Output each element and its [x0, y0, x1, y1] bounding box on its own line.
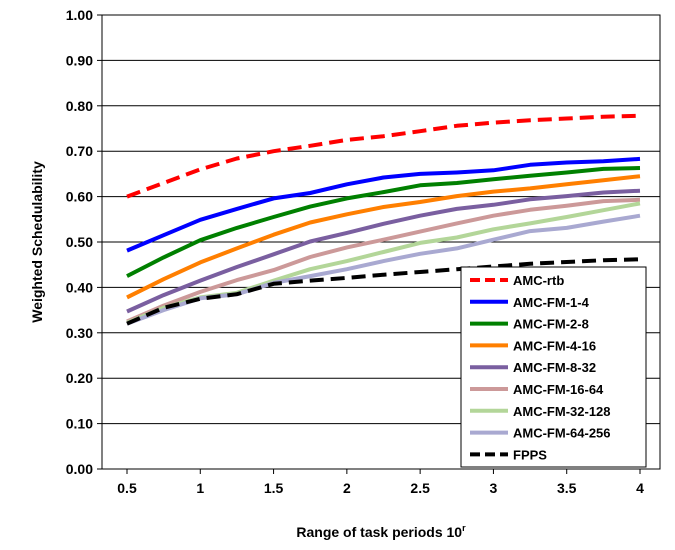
x-tick-label: 3 — [490, 480, 498, 496]
y-tick-label: 0.70 — [66, 143, 93, 159]
y-axis-label: Weighted Schedulability — [29, 161, 45, 323]
y-tick-label: 0.20 — [66, 370, 93, 386]
legend-label: AMC-FM-8-32 — [513, 360, 596, 375]
y-tick-label: 0.00 — [66, 461, 93, 477]
y-tick-label: 0.90 — [66, 52, 93, 68]
y-tick-label: 0.30 — [66, 325, 93, 341]
y-tick-label: 0.80 — [66, 98, 93, 114]
y-tick-label: 1.00 — [66, 7, 93, 23]
series-lines — [126, 113, 641, 326]
series-line-amc-fm-8-32 — [126, 188, 641, 314]
series-line-amc-fm-1-4 — [126, 156, 641, 253]
x-axis-label-main: Range of task periods 10 — [296, 524, 462, 540]
legend-label: AMC-FM-2-8 — [513, 317, 589, 332]
legend-label: FPPS — [513, 447, 547, 462]
series-line-amc-fm-2-8 — [126, 166, 641, 278]
y-tick-label: 0.40 — [66, 279, 93, 295]
legend-label: AMC-FM-4-16 — [513, 338, 596, 353]
series-line-amc-rtb — [126, 113, 641, 199]
legend-label: AMC-FM-64-256 — [513, 426, 611, 441]
x-tick-label: 2.5 — [410, 480, 430, 496]
x-tick-label: 2 — [343, 480, 351, 496]
x-tick-label: 4 — [636, 480, 644, 496]
x-axis-ticks: 0.5 1 1.5 2 2.5 3 3.5 4 — [117, 469, 644, 496]
legend-label: AMC-FM-1-4 — [513, 295, 590, 310]
x-tick-label: 1.5 — [264, 480, 284, 496]
y-tick-label: 0.60 — [66, 189, 93, 205]
x-tick-label: 1 — [196, 480, 204, 496]
x-axis-label: Range of task periods 10r — [296, 523, 466, 540]
x-tick-label: 3.5 — [557, 480, 577, 496]
legend-label: AMC-FM-16-64 — [513, 382, 604, 397]
series-line-amc-fm-16-64 — [126, 197, 641, 324]
x-tick-label: 0.5 — [117, 480, 137, 496]
series-line-amc-fm-4-16 — [126, 174, 641, 300]
legend-label: AMC-FM-32-128 — [513, 404, 611, 419]
y-tick-label: 0.10 — [66, 416, 93, 432]
legend: AMC-rtb AMC-FM-1-4 AMC-FM-2-8 AMC-FM-4-16 AM… — [460, 266, 647, 468]
x-axis-label-sup: r — [462, 523, 466, 533]
y-axis-ticks: 0.00 0.10 0.20 0.30 0.40 0.50 0.60 0.70 0.80 0.90… — [66, 7, 102, 477]
y-tick-label: 0.50 — [66, 234, 93, 250]
legend-label: AMC-rtb — [513, 273, 564, 288]
series-line-fpps — [126, 257, 641, 326]
